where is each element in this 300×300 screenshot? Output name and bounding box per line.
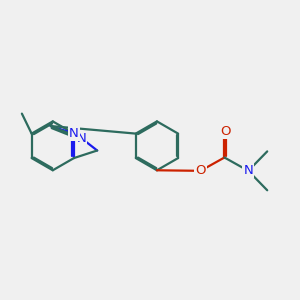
Text: O: O [220,125,231,138]
Text: N: N [69,127,79,140]
Text: N: N [77,132,86,145]
Text: O: O [195,164,206,177]
Text: N: N [244,164,253,177]
